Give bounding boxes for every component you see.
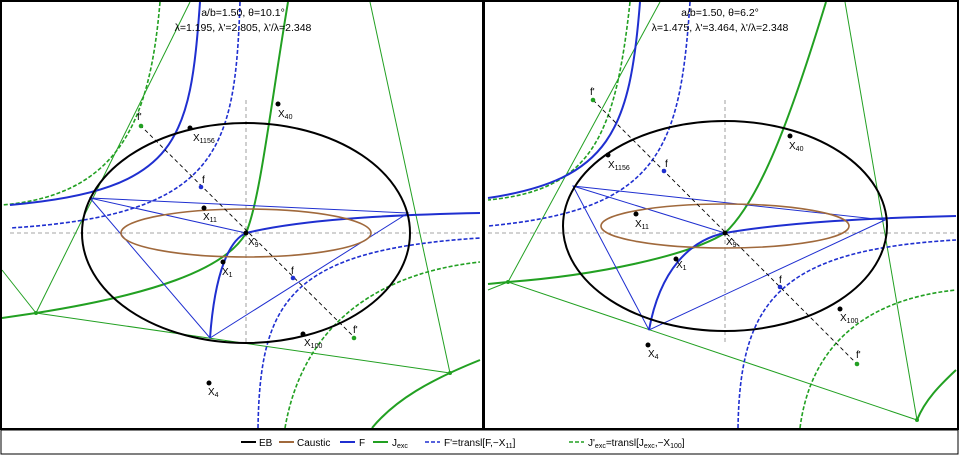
legend-label-jprime: J'exc=transl[Jexc,−X100] xyxy=(588,438,685,450)
legend-label-fprime: F'=transl[F,−X11] xyxy=(444,438,516,450)
right-ellipse-eb xyxy=(562,120,888,332)
left-point-f1 xyxy=(198,184,204,190)
right-point-x100 xyxy=(837,306,843,312)
left-point-f2 xyxy=(290,275,296,281)
right-f-triangle xyxy=(572,185,887,331)
legend-label-f: F xyxy=(359,438,365,449)
legend-label-caustic: Caustic xyxy=(297,438,330,449)
right-f-prime-curve xyxy=(487,2,957,428)
left-panel-plot: X1156 X11 X9 X1 X40 X100 X4 f f f' f' xyxy=(2,2,481,428)
left-label-x11: X11 xyxy=(203,212,217,224)
left-point-x9 xyxy=(243,230,249,236)
left-label-f2: f xyxy=(291,266,294,277)
left-jexc-lines xyxy=(2,2,451,374)
right-point-x11 xyxy=(633,211,639,217)
left-title-line2: λ=1.195, λ'=2.805, λ'/λ=2.348 xyxy=(175,22,312,34)
left-point-fp2 xyxy=(351,335,357,341)
right-labels: X1156 X11 X9 X1 X40 X100 X4 f f f' f' xyxy=(590,87,861,361)
right-label-f1: f xyxy=(665,159,668,170)
left-title-line1: a/b=1.50, θ=10.1° xyxy=(201,7,285,19)
right-label-fp1: f' xyxy=(590,87,595,98)
left-point-x100 xyxy=(300,331,306,337)
left-label-f1: f xyxy=(202,175,205,186)
left-label-x4: X4 xyxy=(208,387,219,399)
right-point-x1156 xyxy=(605,152,611,158)
left-f-prime-curve xyxy=(9,2,481,428)
left-label-x40: X40 xyxy=(278,109,293,121)
left-vertex-1 xyxy=(34,311,38,315)
legend-label-jexc: Jexc xyxy=(392,438,408,450)
left-panel: X1156 X11 X9 X1 X40 X100 X4 f f f' f' a/… xyxy=(0,0,484,430)
right-f-curve xyxy=(487,2,957,331)
left-point-x4 xyxy=(206,380,212,386)
left-point-x40 xyxy=(275,101,281,107)
right-label-x9: X9 xyxy=(726,237,737,249)
right-panel: X1156 X11 X9 X1 X40 X100 X4 f f f' f' a/… xyxy=(483,0,959,430)
left-label-x9: X9 xyxy=(248,237,259,249)
right-point-f1 xyxy=(661,168,667,174)
right-label-x1156: X1156 xyxy=(608,160,630,172)
left-ellipse-eb xyxy=(81,122,411,344)
left-point-x1156 xyxy=(187,125,193,131)
left-label-x100: X100 xyxy=(304,338,322,350)
left-labels: X1156 X11 X9 X1 X40 X100 X4 f f f' f' xyxy=(137,109,358,399)
left-label-x1: X1 xyxy=(222,267,233,279)
right-point-x1 xyxy=(673,256,679,262)
legend: EB Caustic F Jexc F'=transl[F,−X11] J'ex… xyxy=(0,429,959,455)
right-points xyxy=(506,97,919,422)
right-point-x4 xyxy=(645,342,651,348)
left-f-curve xyxy=(9,2,481,339)
left-jexc-prime-curve xyxy=(2,2,481,428)
left-point-x11 xyxy=(201,205,207,211)
right-point-fp1 xyxy=(590,97,596,103)
right-point-x9 xyxy=(722,230,728,236)
right-label-x100: X100 xyxy=(840,313,858,325)
right-label-x40: X40 xyxy=(789,141,804,153)
left-label-fp1: f' xyxy=(137,112,142,123)
left-focal-line xyxy=(139,124,356,339)
right-label-x11: X11 xyxy=(635,219,649,231)
left-label-x1156: X1156 xyxy=(193,133,215,145)
right-jexc-prime-curve xyxy=(487,2,957,428)
left-point-x1 xyxy=(220,259,226,265)
right-point-fp2 xyxy=(854,361,860,367)
left-f-triangle xyxy=(88,197,410,339)
left-vertex-2 xyxy=(448,371,452,375)
legend-frame xyxy=(0,429,959,455)
right-label-x4: X4 xyxy=(648,349,659,361)
right-jexc-lines xyxy=(487,2,918,421)
right-caustic xyxy=(600,203,850,249)
right-label-x1: X1 xyxy=(676,260,687,272)
right-point-x40 xyxy=(787,133,793,139)
legend-label-eb: EB xyxy=(259,438,273,449)
right-label-fp2: f' xyxy=(856,350,861,361)
left-caustic xyxy=(120,208,372,258)
right-title-line2: λ=1.475, λ'=3.464, λ'/λ=2.348 xyxy=(652,22,789,34)
right-frame xyxy=(483,0,959,430)
left-label-fp2: f' xyxy=(353,325,358,336)
left-point-fp1 xyxy=(138,123,144,129)
right-vertex-1 xyxy=(506,280,510,284)
right-point-f2 xyxy=(777,284,783,290)
left-points xyxy=(34,101,452,386)
right-label-f2: f xyxy=(779,275,782,286)
right-vertex-2 xyxy=(915,418,919,422)
right-panel-plot: X1156 X11 X9 X1 X40 X100 X4 f f f' f' xyxy=(487,2,957,428)
right-title-line1: a/b=1.50, θ=6.2° xyxy=(681,7,759,19)
